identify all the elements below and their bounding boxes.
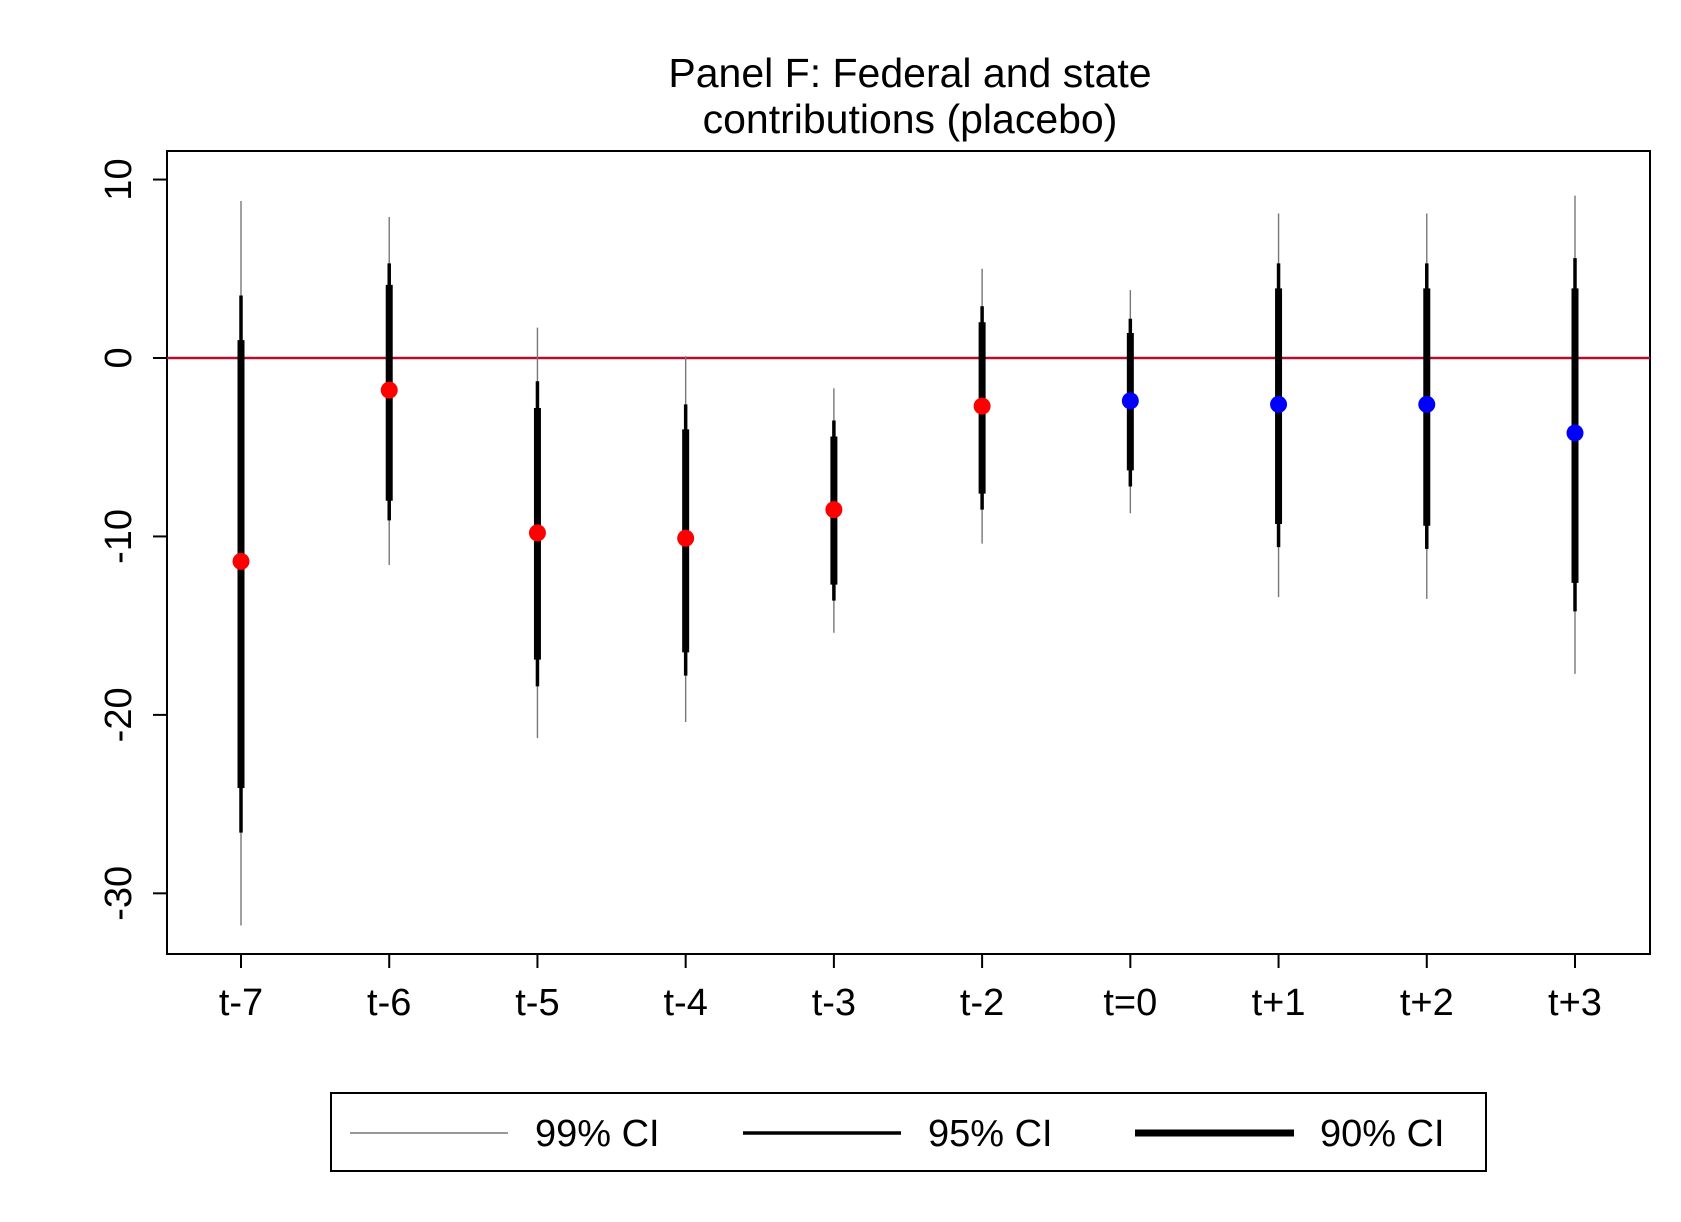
point-estimate-t-3 bbox=[825, 501, 843, 519]
point-estimate-t-4 bbox=[677, 529, 695, 547]
legend-label-99: 99% CI bbox=[535, 1113, 660, 1155]
point-estimate-t-6 bbox=[380, 381, 398, 399]
legend: 99% CI 95% CI 90% CI bbox=[330, 1092, 1487, 1172]
x-tick-label-0: t-7 bbox=[219, 982, 263, 1024]
x-tick-label-3: t-4 bbox=[663, 982, 707, 1024]
x-tick-label-4: t-3 bbox=[812, 982, 856, 1024]
x-tick-label-6: t=0 bbox=[1103, 982, 1157, 1024]
point-estimate-t=0 bbox=[1121, 392, 1139, 410]
y-tick-label-4: -30 bbox=[98, 866, 140, 921]
legend-label-95: 95% CI bbox=[928, 1113, 1053, 1155]
point-estimate-t-5 bbox=[528, 524, 546, 542]
chart-title-line-2: contributions (placebo) bbox=[703, 96, 1118, 142]
plot-area: 10 0 -10 -20 -30 t-7 t-6 t-5 t-4 t-3 t-2 t=0 t+1 t+2 t… bbox=[98, 158, 1650, 1024]
legend-label-90: 90% CI bbox=[1320, 1113, 1445, 1155]
x-tick-label-5: t-2 bbox=[960, 982, 1004, 1024]
plot-frame bbox=[166, 150, 1651, 955]
x-tick-label-2: t-5 bbox=[515, 982, 559, 1024]
y-tick-label-3: -20 bbox=[98, 687, 140, 742]
chart-title: Panel F: Federal and state contributions… bbox=[668, 50, 1151, 142]
y-tick-label-1: 0 bbox=[98, 347, 140, 368]
point-estimate-t+1 bbox=[1270, 395, 1288, 413]
y-tick-label-0: 10 bbox=[98, 158, 140, 200]
x-tick-label-9: t+3 bbox=[1548, 982, 1602, 1024]
chart-title-line-1: Panel F: Federal and state bbox=[668, 50, 1151, 96]
y-tick-label-2: -10 bbox=[98, 509, 140, 564]
x-tick-label-1: t-6 bbox=[367, 982, 411, 1024]
point-estimate-t+3 bbox=[1566, 424, 1584, 442]
point-estimate-t-2 bbox=[973, 397, 991, 415]
point-estimate-t-7 bbox=[232, 552, 250, 570]
point-estimate-t+2 bbox=[1418, 395, 1436, 413]
legend-box bbox=[330, 1092, 1487, 1172]
x-tick-label-8: t+2 bbox=[1400, 982, 1454, 1024]
x-tick-label-7: t+1 bbox=[1252, 982, 1306, 1024]
